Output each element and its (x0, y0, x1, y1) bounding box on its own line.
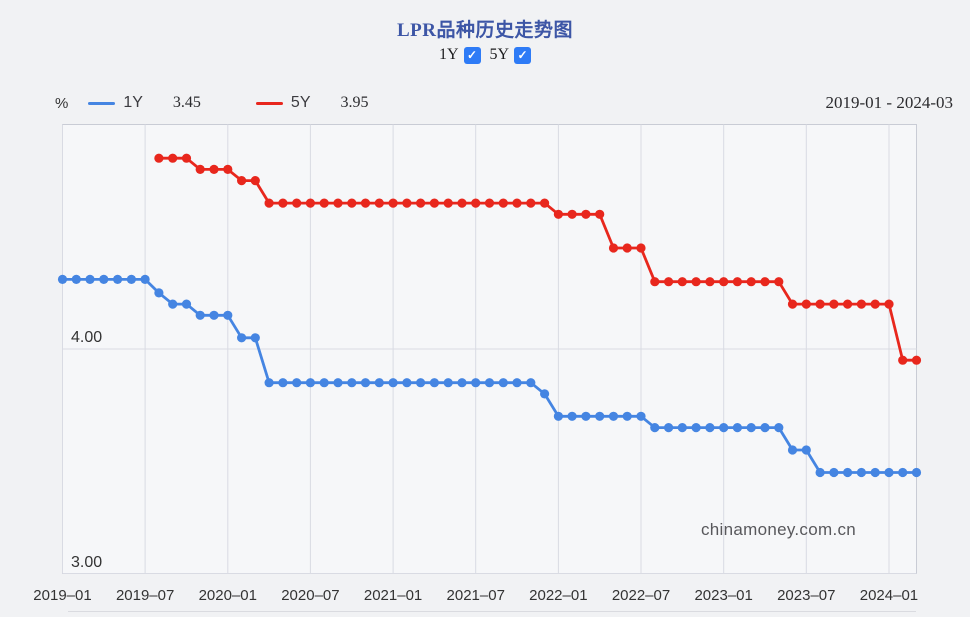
x-axis-tick-label: 2020–01 (198, 587, 257, 604)
x-axis-tick-label: 2019–07 (115, 587, 175, 604)
check-icon: ✓ (517, 48, 528, 62)
page-title: LPR品种历史走势图 (396, 20, 573, 41)
legend-swatch-5y (255, 101, 283, 105)
x-axis: 2019–01 2019–07 2020–01 2020–07 2021–01 2021–… (0, 587, 970, 607)
x-axis-tick-label: 2024–01 (859, 587, 919, 604)
check-icon: ✓ (466, 48, 478, 62)
bottom-divider (68, 611, 916, 612)
y-axis-tick-label: 4.00 (71, 329, 103, 346)
x-axis-tick-label: 2023–07 (777, 587, 836, 604)
toggle-1y[interactable]: 1Y ✓ (439, 46, 481, 64)
x-axis-tick-label: 2020–07 (281, 587, 340, 604)
x-axis-tick-label: 2019–01 (33, 587, 92, 604)
toggle-5y-label: 5Y (489, 46, 510, 63)
watermark: chinamoney.com.cn (701, 520, 857, 539)
x-axis-tick-label: 2021–07 (446, 587, 505, 604)
checkbox-1y[interactable]: ✓ (463, 46, 481, 64)
legend-label-5y: 5Y (290, 94, 311, 111)
y-axis-unit-label: % (55, 94, 69, 112)
legend-row: % 1Y 3.45 5Y 3.95 2019-01 - 2024-03 (55, 92, 953, 114)
series-toggle-row: 1Y ✓ 5Y ✓ (0, 45, 970, 65)
checkbox-5y[interactable]: ✓ (514, 46, 532, 64)
x-axis-tick-label: 2021–01 (363, 587, 423, 604)
legend-swatch-1y (88, 101, 116, 105)
lpr-trend-chart[interactable] (57, 124, 922, 574)
toggle-5y[interactable]: 5Y ✓ (490, 46, 532, 64)
date-range-label: 2019-01 - 2024-03 (825, 93, 953, 112)
legend-value-1y: 3.45 (172, 94, 201, 111)
legend-label-1y: 1Y (123, 94, 143, 111)
chart-canvas[interactable] (57, 124, 922, 574)
legend-value-5y: 3.95 (340, 94, 369, 111)
toggle-1y-label: 1Y (438, 46, 459, 63)
x-axis-tick-label: 2022–01 (529, 587, 588, 604)
x-axis-tick-label: 2023–01 (694, 587, 753, 604)
x-axis-tick-label: 2022–07 (611, 587, 671, 604)
y-axis-tick-label: 3.00 (71, 554, 103, 571)
legend-item-1y: 1Y 3.45 (88, 94, 201, 112)
legend-item-5y: 5Y 3.95 (255, 94, 369, 112)
